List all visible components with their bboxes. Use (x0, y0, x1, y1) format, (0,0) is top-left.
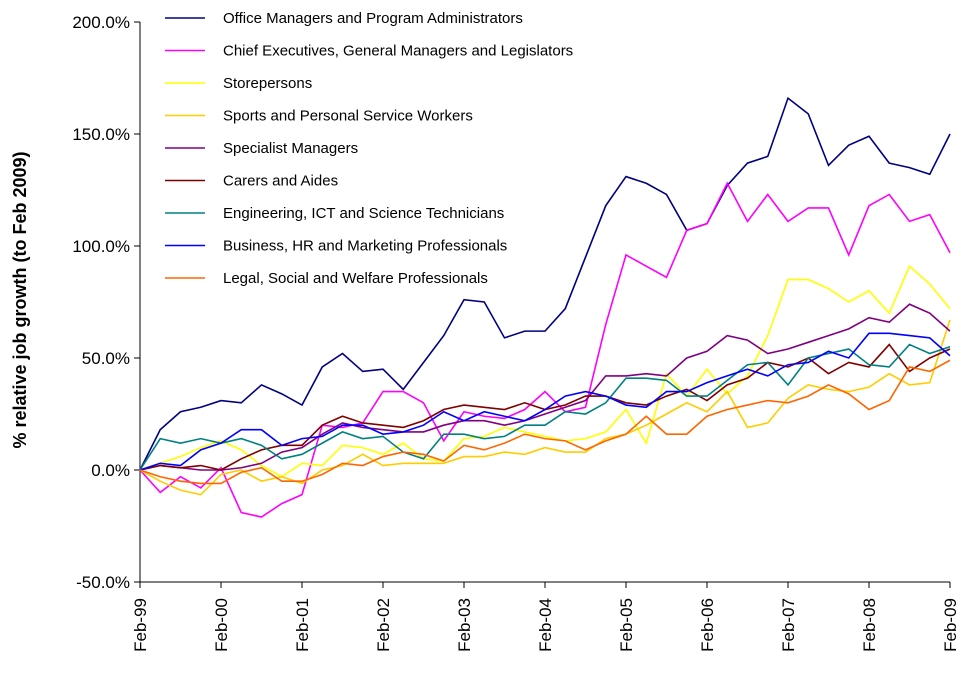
x-tick-label: Feb-05 (617, 598, 636, 652)
x-tick-label: Feb-03 (455, 598, 474, 652)
series-line (139, 359, 951, 485)
x-tick-label: Feb-09 (941, 598, 960, 652)
y-tick-label: 50.0% (82, 349, 130, 368)
y-tick-label: -50.0% (76, 573, 130, 592)
series-line (139, 181, 951, 518)
y-tick-label: 150.0% (72, 125, 130, 144)
x-tick-label: Feb-02 (374, 598, 393, 652)
x-tick-label: Feb-07 (779, 598, 798, 652)
x-tick-label: Feb-04 (536, 598, 555, 652)
series-line (139, 96, 951, 471)
legend-label: Business, HR and Marketing Professionals (223, 238, 507, 255)
y-axis-label: % relative job growth (to Feb 2009) (10, 151, 30, 448)
legend-label: Legal, Social and Welfare Professionals (223, 270, 488, 287)
series-line (139, 343, 951, 471)
series-line (139, 332, 951, 471)
x-tick-label: Feb-08 (860, 598, 879, 652)
x-tick-label: Feb-00 (212, 598, 231, 652)
series-line (139, 303, 951, 471)
legend-label: Specialist Managers (223, 140, 358, 157)
x-tick-label: Feb-99 (131, 598, 150, 652)
series-line (139, 343, 951, 471)
legend-label: Carers and Aides (223, 173, 338, 190)
y-tick-label: 0.0% (91, 461, 130, 480)
legend-label: Sports and Personal Service Workers (223, 108, 473, 125)
legend-label: Storepersons (223, 75, 312, 92)
series-line (139, 319, 951, 496)
legend-label: Chief Executives, General Managers and L… (223, 43, 573, 60)
x-tick-label: Feb-06 (698, 598, 717, 652)
legend-label: Engineering, ICT and Science Technicians (223, 205, 504, 222)
series-line (139, 264, 951, 478)
y-tick-label: 200.0% (72, 13, 130, 32)
legend-label: Office Managers and Program Administrato… (223, 10, 523, 27)
y-tick-label: 100.0% (72, 237, 130, 256)
x-tick-label: Feb-01 (293, 598, 312, 652)
